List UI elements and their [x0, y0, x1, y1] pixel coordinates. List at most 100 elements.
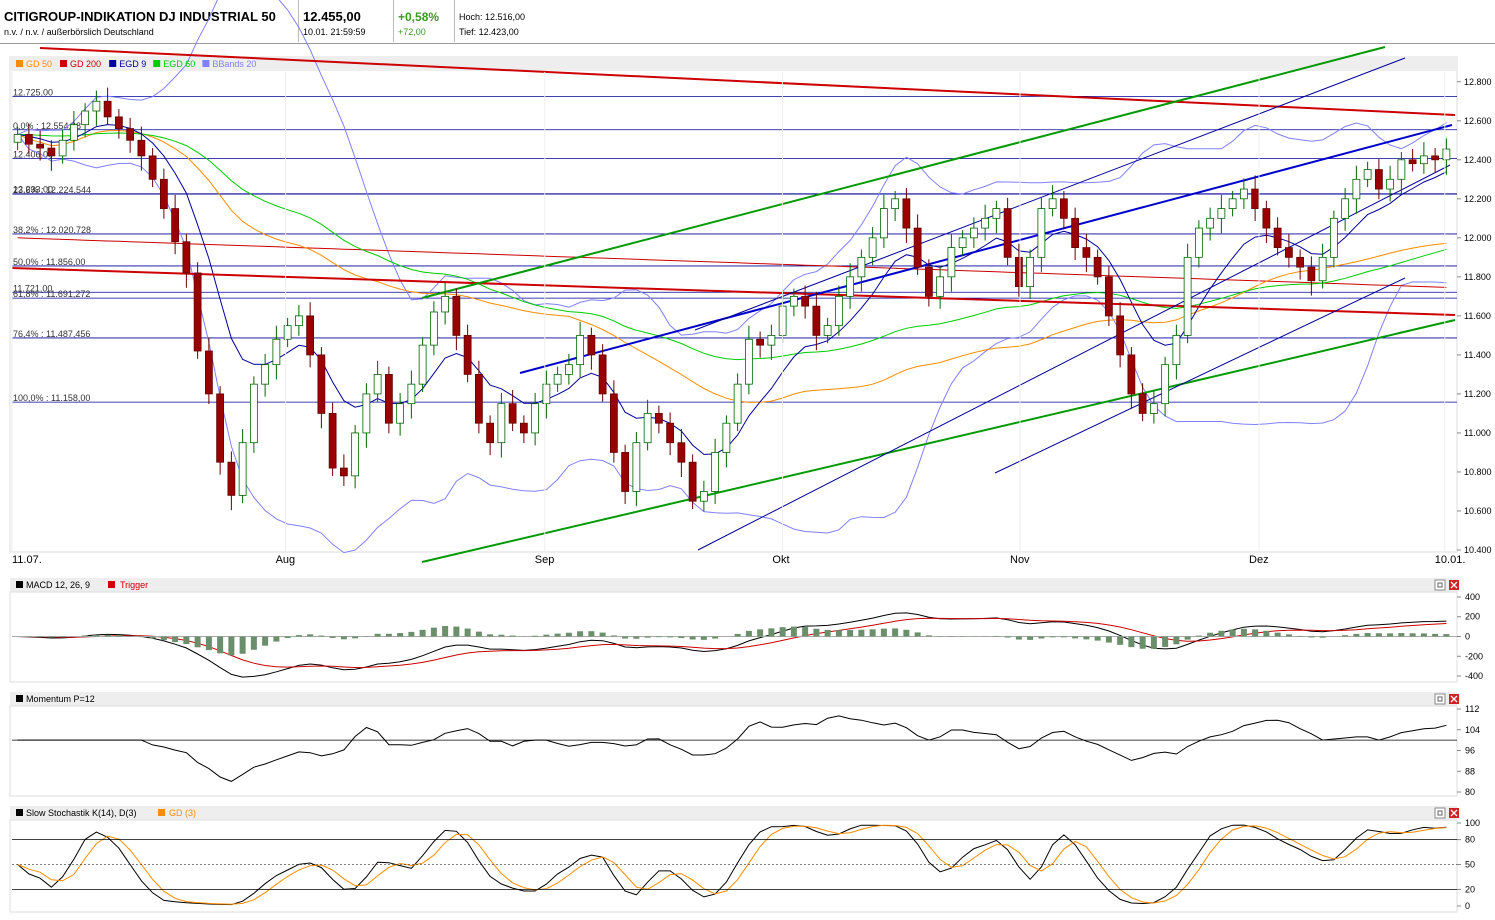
macd-histogram-bar	[588, 631, 595, 637]
candle	[351, 425, 360, 489]
legend-label: BBands 20	[212, 59, 256, 69]
candle-body	[1296, 256, 1305, 268]
macd-histogram-bar	[307, 634, 314, 637]
macd-histogram-bar	[622, 636, 629, 639]
price-timestamp: 10.01. 21:59:59	[303, 27, 366, 37]
candle-body	[58, 139, 67, 157]
macd-histogram-bar	[734, 633, 741, 637]
candle-body	[497, 403, 506, 444]
blue-trendline	[519, 124, 1453, 374]
y-tick-label: 11.400	[1464, 350, 1491, 360]
candle-body	[767, 334, 776, 346]
bband-lower	[17, 134, 1447, 554]
candle	[531, 392, 540, 446]
candle	[643, 399, 652, 451]
candle	[891, 191, 900, 222]
candle	[1386, 165, 1395, 202]
candle	[317, 347, 326, 429]
x-tick-label: 10.01.	[1435, 554, 1466, 566]
macd-histogram-bar	[273, 636, 280, 642]
candle	[969, 217, 978, 248]
candle-body	[598, 354, 607, 395]
macd-histogram-bar	[532, 635, 539, 637]
candle-body	[654, 413, 663, 424]
candle-body	[902, 198, 911, 229]
candle-body	[396, 403, 405, 424]
candle	[474, 360, 483, 434]
level-label: 11.721,00	[13, 283, 52, 293]
blue-channel-top	[694, 57, 1406, 331]
x-tick-label: Nov	[1010, 554, 1030, 566]
candle-body	[564, 364, 573, 375]
candle-body	[126, 128, 135, 141]
macd-histogram-bar	[385, 633, 392, 637]
macd-histogram-bar	[903, 629, 910, 637]
candle	[272, 325, 281, 380]
candle-body	[418, 344, 427, 385]
y-tick-label: 11.800	[1464, 272, 1491, 282]
candle	[81, 103, 90, 138]
macd-histogram-bar	[397, 633, 404, 637]
stoch-close-icon[interactable]	[1449, 808, 1459, 818]
candle	[1442, 138, 1451, 175]
candle	[1194, 220, 1203, 268]
candle-body	[1194, 227, 1203, 258]
candle	[542, 370, 551, 419]
candle	[1341, 188, 1350, 231]
candle	[1127, 347, 1136, 409]
macd-close-icon[interactable]	[1449, 580, 1459, 590]
y-tick-label: 80	[1465, 787, 1475, 797]
candle-body	[587, 334, 596, 356]
candle	[429, 301, 438, 356]
macd-histogram-bar	[700, 636, 707, 640]
candle-body	[294, 315, 303, 327]
candle-body	[1082, 247, 1091, 258]
macd-histogram-bar	[1060, 636, 1067, 638]
candle-body	[216, 393, 225, 463]
candle-body	[958, 237, 967, 248]
macd-histogram-bar	[172, 636, 179, 643]
blue-channel-mid	[697, 164, 1451, 551]
macd-histogram-bar	[295, 635, 302, 637]
candle	[666, 412, 675, 456]
stoch-expand-icon[interactable]	[1434, 807, 1446, 819]
candle-body	[283, 325, 292, 340]
candle-body	[306, 315, 315, 356]
candle-body	[1374, 169, 1383, 190]
x-tick-label: Okt	[772, 554, 789, 566]
macd-histogram-bar	[1252, 629, 1259, 637]
candle-body	[1183, 256, 1192, 336]
momentum-close-icon[interactable]	[1449, 694, 1459, 704]
macd-histogram-bar	[1195, 635, 1202, 637]
candle	[587, 327, 596, 370]
macd-histogram-bar	[250, 636, 257, 650]
y-tick-label: 12.400	[1464, 155, 1492, 165]
candle	[294, 305, 303, 336]
candle-body	[384, 374, 393, 424]
candle	[362, 383, 371, 448]
candle-body	[1048, 198, 1057, 209]
candle-body	[1003, 208, 1012, 258]
candle-body	[1419, 155, 1428, 165]
y-tick-label: 12.600	[1464, 116, 1492, 126]
momentum-label: Momentum P=12	[26, 694, 95, 704]
price-cell: 12.455,00 10.01. 21:59:59	[299, 0, 394, 42]
legend-label: GD 200	[70, 59, 101, 69]
candle-body	[159, 178, 168, 209]
candle-body	[204, 350, 213, 395]
candle	[204, 337, 213, 405]
candle	[171, 194, 180, 255]
momentum-expand-icon[interactable]	[1434, 693, 1446, 705]
macd-histogram-bar	[824, 629, 831, 637]
candle	[441, 282, 450, 325]
candle-body	[553, 374, 562, 385]
candle-body	[1341, 198, 1350, 219]
macd-expand-icon[interactable]	[1434, 579, 1446, 591]
macd-title-bar	[10, 578, 1457, 592]
candle	[576, 321, 585, 378]
candle-body	[891, 198, 900, 209]
candle	[1093, 249, 1102, 285]
candle-body	[1172, 334, 1181, 366]
macd-histogram-bar	[768, 628, 775, 637]
candle	[497, 392, 506, 458]
